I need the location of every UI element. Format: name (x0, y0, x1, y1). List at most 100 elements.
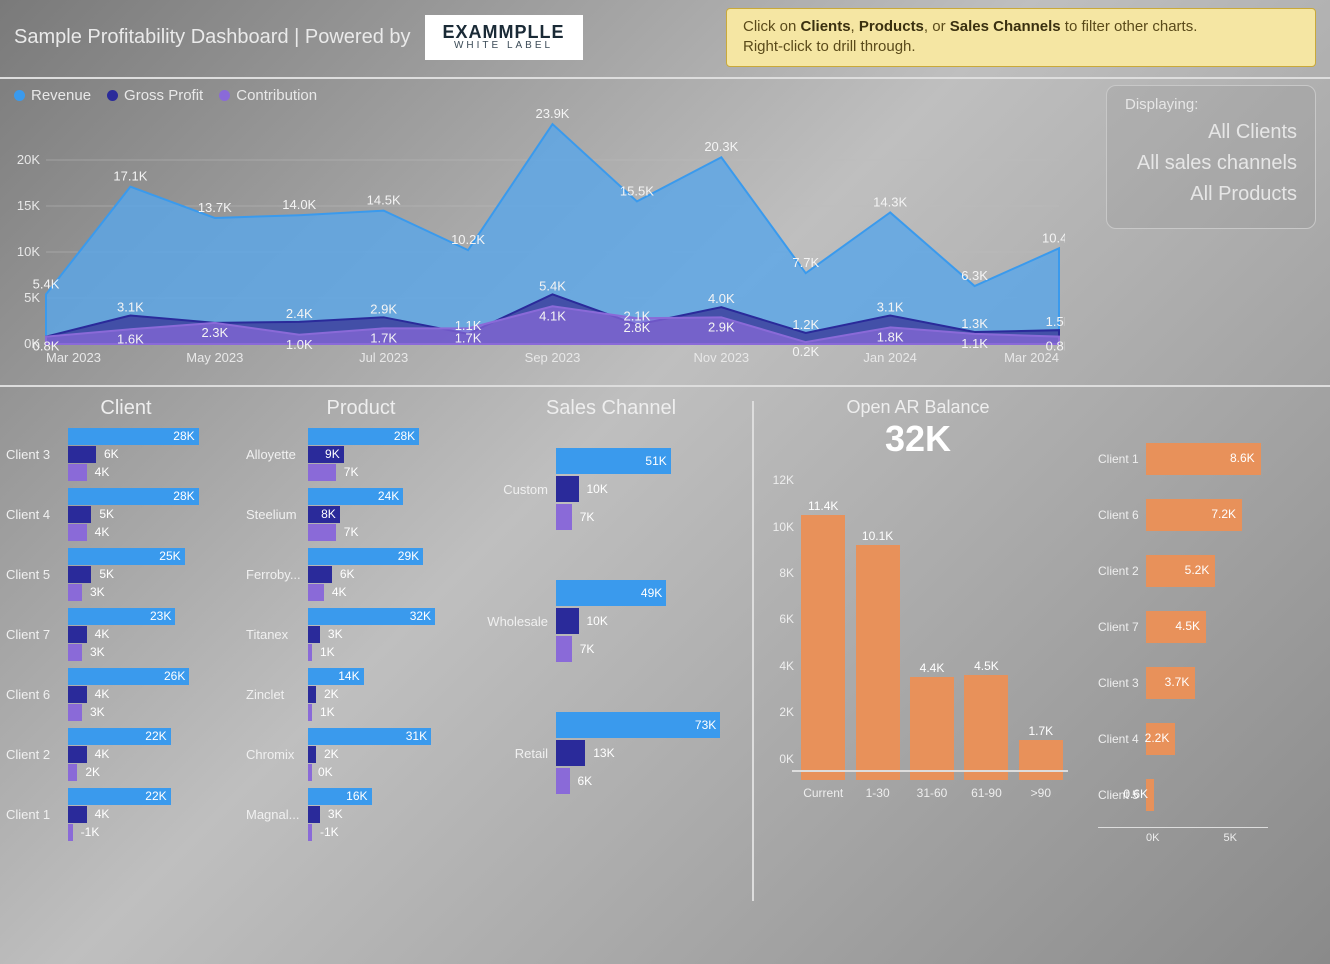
client-panel[interactable]: Client Client 328K6K4K Client 428K5K4K Cli… (6, 397, 246, 848)
svg-text:1.1K: 1.1K (961, 335, 988, 350)
ar-client-row[interactable]: Client 4 2.2K (1098, 723, 1268, 755)
bar-value: 3K (328, 807, 343, 821)
channel-panel[interactable]: Sales Channel Custom51K10K7KWholesale49K… (476, 397, 746, 848)
ar-bucket[interactable]: 1.7K >90 (1019, 724, 1063, 799)
bar: 51K (556, 448, 671, 474)
bar-group-label: Client 2 (6, 747, 68, 762)
bar-group[interactable]: Steelium24K8K7K (246, 488, 476, 542)
bar: 4K (68, 746, 87, 763)
bar-group-label: Zinclet (246, 687, 308, 702)
area-chart-region[interactable]: Revenue Gross Profit Contribution Displayi… (0, 81, 1330, 381)
ar-ytick: 0K (779, 752, 794, 766)
ar-client-chart[interactable]: Client 1 8.6KClient 6 7.2KClient 2 5.2KC… (1098, 443, 1268, 933)
display-label: Displaying: (1125, 96, 1297, 113)
legend-dot (14, 90, 25, 101)
ar-client-row[interactable]: Client 6 7.2K (1098, 499, 1268, 531)
svg-text:15.5K: 15.5K (620, 183, 654, 198)
ar-client-row[interactable]: Client 5 0.6K (1098, 779, 1268, 811)
ar-bucket[interactable]: 4.4K 31-60 (910, 661, 954, 799)
svg-text:14.0K: 14.0K (282, 197, 316, 212)
bar-value: 9K (325, 447, 344, 461)
bar-group[interactable]: Retail73K13K6K (476, 712, 746, 796)
ar-bucket-bar (910, 677, 954, 779)
ar-bucket-bar (856, 545, 900, 779)
bar-group-label: Ferroby... (246, 567, 308, 582)
legend-item[interactable]: Revenue (14, 87, 91, 104)
bar-group[interactable]: Alloyette28K9K7K (246, 428, 476, 482)
ar-ytick: 12K (773, 473, 794, 487)
ar-client-row[interactable]: Client 2 5.2K (1098, 555, 1268, 587)
bar-value: 4K (95, 747, 110, 761)
logo-main: EXAMMPLLE (443, 23, 565, 42)
client-title: Client (6, 397, 246, 420)
bar-group[interactable]: Client 222K4K2K (6, 728, 246, 782)
bar-group-label: Client 6 (6, 687, 68, 702)
ar-client-row[interactable]: Client 7 4.5K (1098, 611, 1268, 643)
bar: 7K (556, 504, 572, 530)
ar-panel[interactable]: Open AR Balance 32K 0K2K4K6K8K10K12K 11.… (754, 389, 1330, 933)
bar: 3K (308, 626, 320, 643)
left-panels: Client Client 328K6K4K Client 428K5K4K Cli… (0, 389, 752, 933)
bar: 4K (68, 626, 87, 643)
bar-group[interactable]: Custom51K10K7K (476, 448, 746, 532)
bar: 4K (68, 686, 87, 703)
bar-value: 4K (95, 525, 110, 539)
legend-item[interactable]: Contribution (219, 87, 317, 104)
bar-value: 1K (320, 705, 335, 719)
bar-value: 4K (95, 687, 110, 701)
bar: 2K (68, 764, 77, 781)
bar-group[interactable]: Magnal...16K3K-1K (246, 788, 476, 842)
bar-value: 5K (99, 507, 114, 521)
bar: 2K (308, 746, 316, 763)
bar: 10K (556, 608, 579, 634)
bar-value: 7K (580, 510, 595, 524)
bar-value: 10K (587, 614, 608, 628)
bar-value: 4K (95, 807, 110, 821)
bar-value: 2K (324, 747, 339, 761)
bar: 7K (556, 636, 572, 662)
bar: 6K (556, 768, 570, 794)
bar-group[interactable]: Client 626K4K3K (6, 668, 246, 722)
bar-group[interactable]: Client 428K5K4K (6, 488, 246, 542)
bar-group[interactable]: Client 525K5K3K (6, 548, 246, 602)
bar-group-label: Chromix (246, 747, 308, 762)
ar-client-row[interactable]: Client 1 8.6K (1098, 443, 1268, 475)
ar-client-bar: 8.6K (1146, 443, 1261, 475)
area-chart[interactable]: 0K5K10K15K20KMar 2023May 2023Jul 2023Sep… (10, 108, 1065, 368)
ar-bucket[interactable]: 11.4K Current (801, 499, 845, 799)
bar-value: 49K (641, 586, 666, 600)
svg-text:13.7K: 13.7K (198, 199, 232, 214)
ar-bucket-value: 1.7K (1028, 724, 1053, 738)
bar-value: 73K (695, 718, 720, 732)
ar-client-row[interactable]: Client 3 3.7K (1098, 667, 1268, 699)
bar-value: 10K (587, 482, 608, 496)
bar-value: 14K (338, 669, 363, 683)
ar-bucket[interactable]: 10.1K 1-30 (855, 529, 899, 799)
bar: -1K (68, 824, 73, 841)
bar-group[interactable]: Client 723K4K3K (6, 608, 246, 662)
ar-baseline (792, 770, 1068, 772)
svg-text:1.7K: 1.7K (455, 330, 482, 345)
bar-value: 26K (164, 669, 189, 683)
bar-group[interactable]: Client 328K6K4K (6, 428, 246, 482)
bar-value: 3K (90, 705, 105, 719)
svg-text:0.8K: 0.8K (1046, 338, 1065, 353)
bar-group[interactable]: Client 122K4K-1K (6, 788, 246, 842)
legend-item[interactable]: Gross Profit (107, 87, 203, 104)
legend-label: Gross Profit (124, 87, 203, 104)
ar-client-name: Client 2 (1098, 564, 1146, 578)
bar-value: 24K (378, 489, 403, 503)
ar-aging-chart[interactable]: 0K2K4K6K8K10K12K 11.4K Current10.1K 1-30… (768, 470, 1068, 800)
bar: 49K (556, 580, 666, 606)
ar-bucket[interactable]: 4.5K 61-90 (964, 659, 1008, 799)
bar-group[interactable]: Titanex32K3K1K (246, 608, 476, 662)
product-title: Product (246, 397, 476, 420)
bar-group[interactable]: Wholesale49K10K7K (476, 580, 746, 664)
bar-group[interactable]: Zinclet14K2K1K (246, 668, 476, 722)
bar-group[interactable]: Chromix31K2K0K (246, 728, 476, 782)
bar: 24K (308, 488, 403, 505)
svg-text:5.4K: 5.4K (33, 276, 60, 291)
bar-value: -1K (81, 825, 100, 839)
product-panel[interactable]: Product Alloyette28K9K7K Steelium24K8K7K F… (246, 397, 476, 848)
bar-group[interactable]: Ferroby...29K6K4K (246, 548, 476, 602)
